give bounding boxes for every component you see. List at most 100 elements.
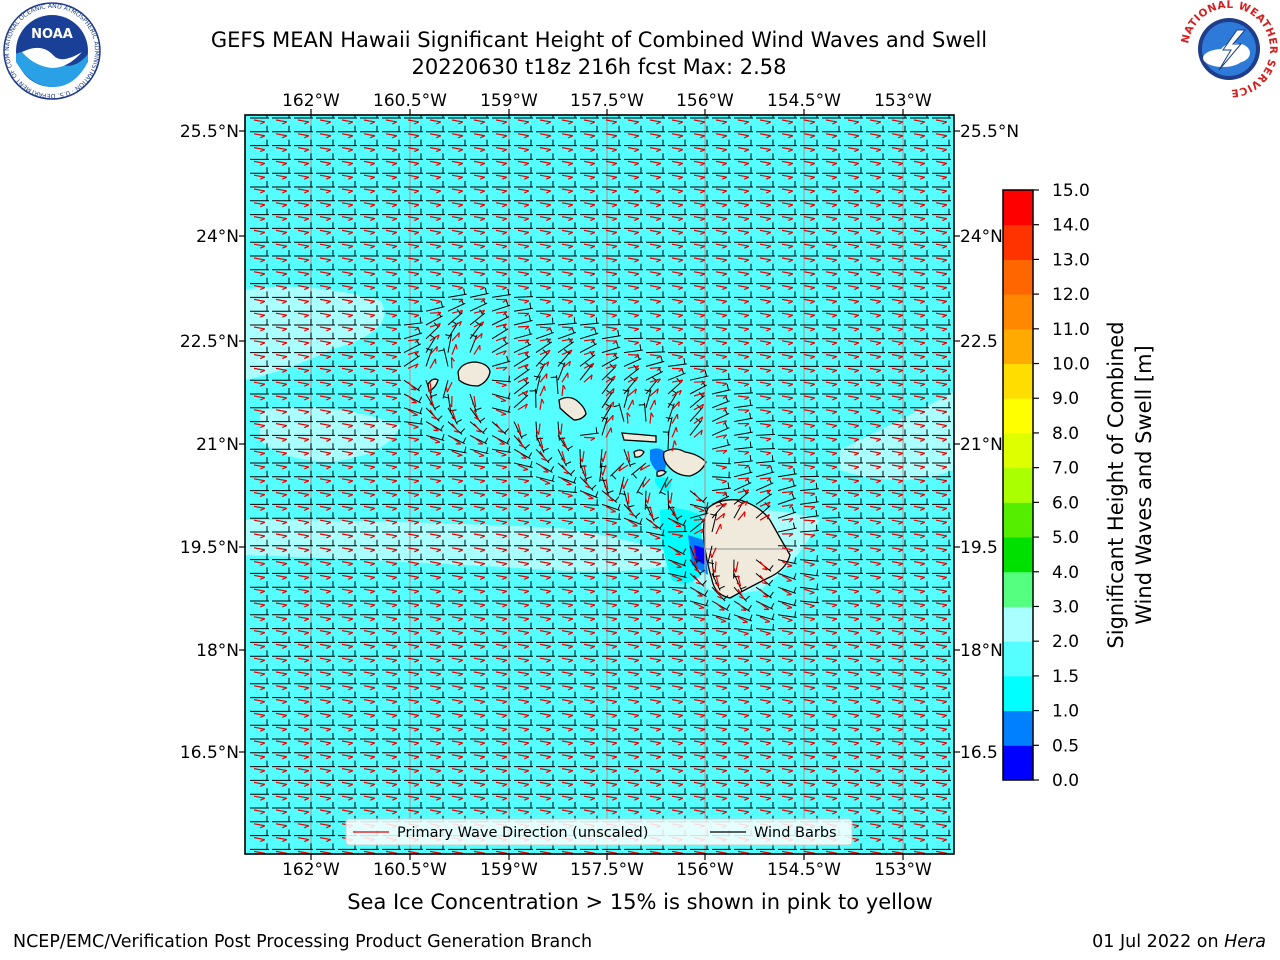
colorbar-segment	[1003, 571, 1033, 607]
wind-barb	[360, 139, 379, 147]
wind-barb	[668, 139, 687, 147]
wind-barb	[316, 208, 335, 216]
wind-barb	[844, 222, 863, 229]
wind-barb	[294, 236, 313, 243]
wind-barb	[800, 332, 819, 340]
wind-barb	[690, 332, 709, 340]
wind-barb	[690, 194, 709, 202]
wind-barb	[756, 250, 775, 257]
wind-barb	[316, 291, 335, 298]
colorbar-tick-label: 1.0	[1052, 702, 1079, 722]
wind-barb	[800, 360, 819, 367]
wind-barb	[756, 153, 775, 160]
wind-barb	[536, 250, 555, 257]
wind-barb	[250, 263, 269, 271]
wind-barb	[822, 388, 841, 395]
wind-barb	[448, 194, 467, 202]
wind-barb	[580, 263, 599, 271]
wind-barb	[910, 236, 929, 243]
wind-barb	[668, 153, 687, 160]
wind-barb	[404, 194, 423, 202]
wind-barb	[360, 374, 379, 381]
wind-barb	[382, 401, 401, 409]
wind-barb	[338, 222, 357, 229]
wind-barb	[734, 291, 753, 298]
wind-barb	[470, 181, 489, 188]
wind-barb	[822, 346, 841, 354]
wind-barb	[580, 167, 599, 174]
wind-barb	[294, 401, 313, 409]
wind-barb	[756, 236, 775, 243]
wind-barb	[668, 250, 687, 257]
wind-barb	[316, 263, 335, 271]
wind-barb	[734, 208, 753, 216]
wind-barb	[491, 392, 511, 400]
wind-barb	[360, 332, 379, 340]
colorbar-tick-label: 2.0	[1052, 632, 1079, 652]
wind-barb	[272, 263, 291, 271]
wind-barb	[668, 181, 687, 188]
wind-barb	[624, 263, 643, 271]
wind-barb	[426, 153, 445, 160]
wind-barb	[910, 401, 929, 409]
wind-barb	[250, 401, 269, 409]
wind-barb	[712, 125, 731, 133]
wind-barb	[558, 153, 577, 160]
wind-barb	[910, 208, 929, 216]
wind-barb	[316, 401, 335, 409]
wind-barb	[932, 139, 951, 147]
wind-barb	[844, 181, 863, 188]
wind-barb	[403, 327, 423, 340]
wind-barb	[294, 167, 313, 174]
wind-barb	[250, 250, 269, 257]
wind-barb	[910, 291, 929, 298]
wind-barb	[778, 222, 797, 229]
wind-barb	[294, 194, 313, 202]
wind-barb	[316, 115, 335, 119]
wind-barb	[778, 401, 797, 409]
wind-barb	[470, 115, 489, 119]
wind-barb	[844, 250, 863, 257]
island-kauai	[457, 361, 491, 387]
wind-barb	[382, 125, 401, 133]
wind-barb	[778, 319, 797, 326]
wind-barb	[734, 250, 753, 257]
wind-barb	[580, 236, 599, 243]
wind-barb	[513, 352, 531, 367]
wind-barb	[822, 360, 841, 367]
wind-barb	[712, 277, 731, 285]
wind-barb	[910, 360, 929, 367]
wind-barb	[469, 287, 489, 298]
wind-barb	[888, 305, 907, 312]
wind-barb	[448, 139, 467, 147]
wind-barb	[469, 407, 486, 424]
wind-barb	[932, 125, 951, 133]
wind-barb	[822, 208, 841, 216]
lat-label-left: 22.5°N	[180, 332, 239, 352]
wind-barb	[557, 337, 574, 354]
wind-barb	[491, 288, 511, 298]
wind-barb	[910, 319, 929, 326]
wind-barb	[470, 222, 489, 229]
wind-barb	[712, 263, 731, 271]
wind-barb	[404, 208, 423, 216]
wind-barb	[558, 305, 577, 312]
wind-barb	[360, 277, 379, 285]
wind-barb	[734, 360, 753, 367]
wind-barb	[668, 305, 687, 312]
wind-barb	[250, 194, 269, 202]
lon-label-bottom: 154.5°W	[767, 860, 841, 880]
wind-barb	[624, 236, 643, 243]
colorbar-label-line1: Significant Height of Combined	[1104, 321, 1128, 648]
wind-barb	[250, 125, 269, 133]
legend-wave-label: Primary Wave Direction (unscaled)	[397, 825, 648, 841]
wind-barb	[646, 115, 665, 119]
map-legend: Primary Wave Direction (unscaled) Wind B…	[345, 818, 853, 846]
wind-barb	[888, 291, 907, 298]
wind-barb	[536, 263, 555, 271]
wind-barb	[360, 153, 379, 160]
wind-barb	[404, 250, 423, 257]
colorbar-segment	[1003, 537, 1033, 573]
wind-barb	[910, 305, 929, 312]
wind-barb	[426, 167, 445, 174]
